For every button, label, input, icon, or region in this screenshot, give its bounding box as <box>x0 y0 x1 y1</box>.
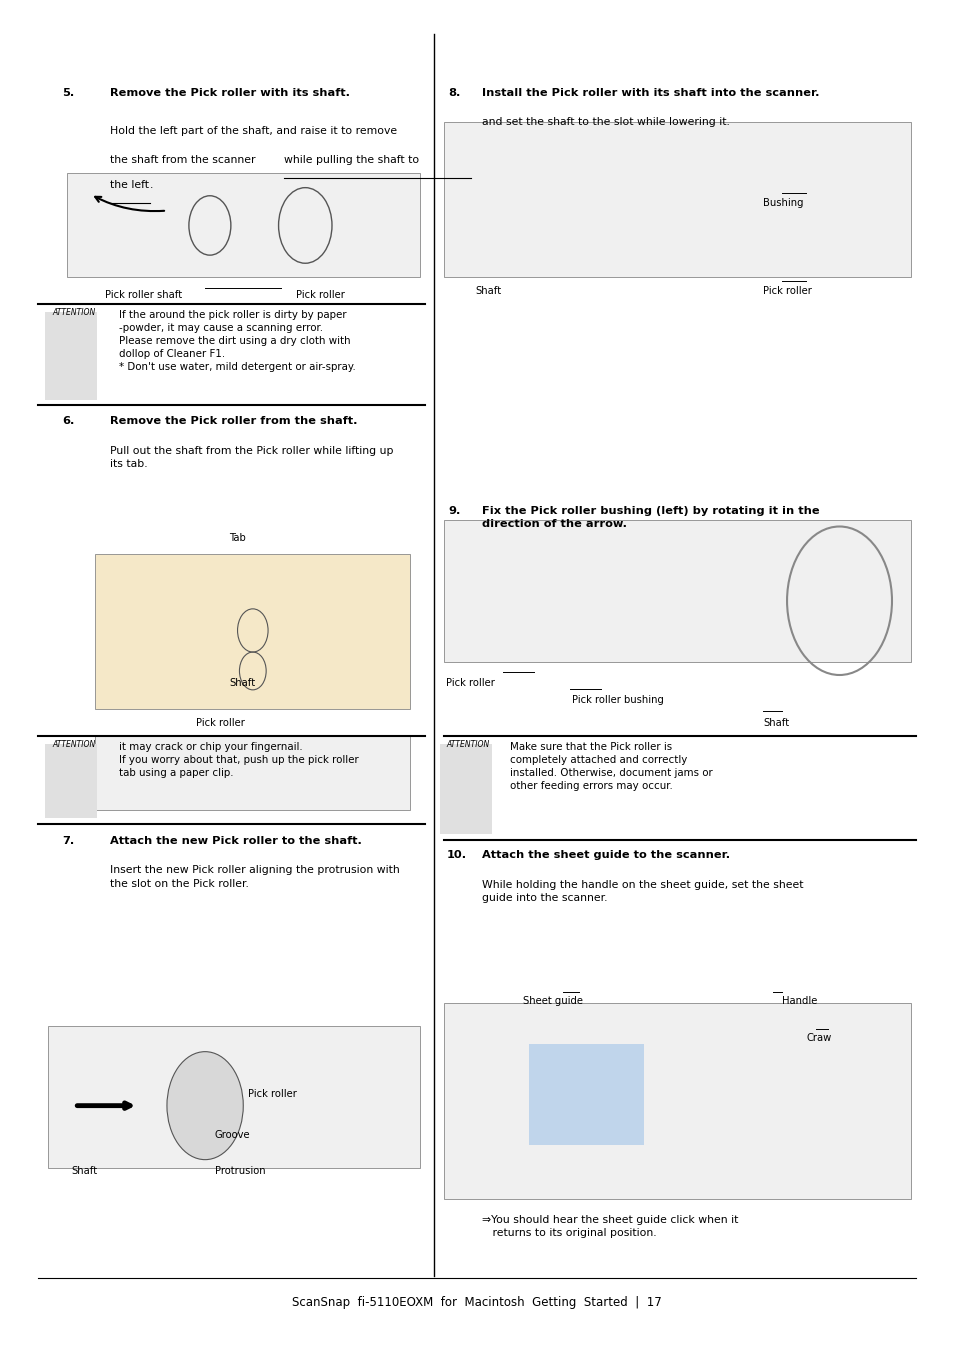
FancyBboxPatch shape <box>443 122 910 277</box>
FancyBboxPatch shape <box>45 744 97 818</box>
Text: Hold the left part of the shaft, and raise it to remove: Hold the left part of the shaft, and rai… <box>110 126 396 135</box>
Text: .: . <box>150 180 153 189</box>
Text: 8.: 8. <box>448 88 460 97</box>
FancyBboxPatch shape <box>443 1003 910 1199</box>
Text: 7.: 7. <box>62 836 74 845</box>
Text: it may crack or chip your fingernail.
If you worry about that, push up the pick : it may crack or chip your fingernail. If… <box>119 743 358 778</box>
FancyBboxPatch shape <box>95 736 410 810</box>
Text: Pick roller shaft: Pick roller shaft <box>105 290 182 300</box>
Text: Pull out the shaft from the Pick roller while lifting up
its tab.: Pull out the shaft from the Pick roller … <box>110 446 393 468</box>
Text: Pick roller: Pick roller <box>446 678 495 687</box>
Text: Shaft: Shaft <box>229 678 254 687</box>
Text: ATTENTION: ATTENTION <box>52 740 95 749</box>
Text: 5.: 5. <box>62 88 74 97</box>
Text: the left: the left <box>110 180 149 189</box>
Text: Attach the sheet guide to the scanner.: Attach the sheet guide to the scanner. <box>481 850 729 860</box>
Text: Pick roller bushing: Pick roller bushing <box>572 695 663 705</box>
Text: Insert the new Pick roller aligning the protrusion with
the slot on the Pick rol: Insert the new Pick roller aligning the … <box>110 865 399 888</box>
Text: If the around the pick roller is dirty by paper
-powder, it may cause a scanning: If the around the pick roller is dirty b… <box>119 310 355 371</box>
Text: Remove the Pick roller from the shaft.: Remove the Pick roller from the shaft. <box>110 416 356 425</box>
Text: Pick roller: Pick roller <box>248 1089 296 1099</box>
FancyBboxPatch shape <box>95 554 410 709</box>
Text: Make sure that the Pick roller is
completely attached and correctly
installed. O: Make sure that the Pick roller is comple… <box>510 743 713 791</box>
Text: Bushing: Bushing <box>762 198 802 208</box>
Text: and set the shaft to the slot while lowering it.: and set the shaft to the slot while lowe… <box>481 117 729 127</box>
Text: While holding the handle on the sheet guide, set the sheet
guide into the scanne: While holding the handle on the sheet gu… <box>481 880 802 903</box>
Circle shape <box>167 1052 243 1160</box>
Text: ATTENTION: ATTENTION <box>446 740 489 749</box>
Text: Install the Pick roller with its shaft into the scanner.: Install the Pick roller with its shaft i… <box>481 88 819 97</box>
Text: 9.: 9. <box>448 506 460 516</box>
Text: Groove: Groove <box>214 1130 250 1139</box>
Text: the shaft from the scanner: the shaft from the scanner <box>110 155 258 165</box>
Text: ScanSnap  fi-5110EOXM  for  Macintosh  Getting  Started  |  17: ScanSnap fi-5110EOXM for Macintosh Getti… <box>292 1296 661 1310</box>
Text: Pick roller: Pick roller <box>295 290 344 300</box>
Text: Remove the Pick roller with its shaft.: Remove the Pick roller with its shaft. <box>110 88 350 97</box>
Text: Sheet guide: Sheet guide <box>522 996 582 1006</box>
Text: while pulling the shaft to: while pulling the shaft to <box>284 155 419 165</box>
FancyBboxPatch shape <box>48 1026 419 1168</box>
Text: Tab: Tab <box>229 533 246 543</box>
Text: ATTENTION: ATTENTION <box>52 308 95 317</box>
Text: Shaft: Shaft <box>475 286 500 296</box>
Text: 6.: 6. <box>62 416 74 425</box>
Text: Attach the new Pick roller to the shaft.: Attach the new Pick roller to the shaft. <box>110 836 361 845</box>
FancyBboxPatch shape <box>45 312 97 400</box>
Text: Pick roller: Pick roller <box>195 718 244 728</box>
Text: Craw: Craw <box>805 1033 830 1042</box>
FancyBboxPatch shape <box>529 1044 643 1145</box>
Text: Shaft: Shaft <box>762 718 788 728</box>
Text: 10.: 10. <box>446 850 466 860</box>
FancyBboxPatch shape <box>67 173 419 277</box>
Text: Handle: Handle <box>781 996 817 1006</box>
Text: Protrusion: Protrusion <box>214 1166 265 1176</box>
FancyBboxPatch shape <box>443 520 910 662</box>
Text: Pick roller: Pick roller <box>762 286 811 296</box>
FancyBboxPatch shape <box>439 744 492 834</box>
Text: Shaft: Shaft <box>71 1166 97 1176</box>
Text: ⇒You should hear the sheet guide click when it
   returns to its original positi: ⇒You should hear the sheet guide click w… <box>481 1215 738 1238</box>
Text: Fix the Pick roller bushing (left) by rotating it in the
direction of the arrow.: Fix the Pick roller bushing (left) by ro… <box>481 506 819 529</box>
